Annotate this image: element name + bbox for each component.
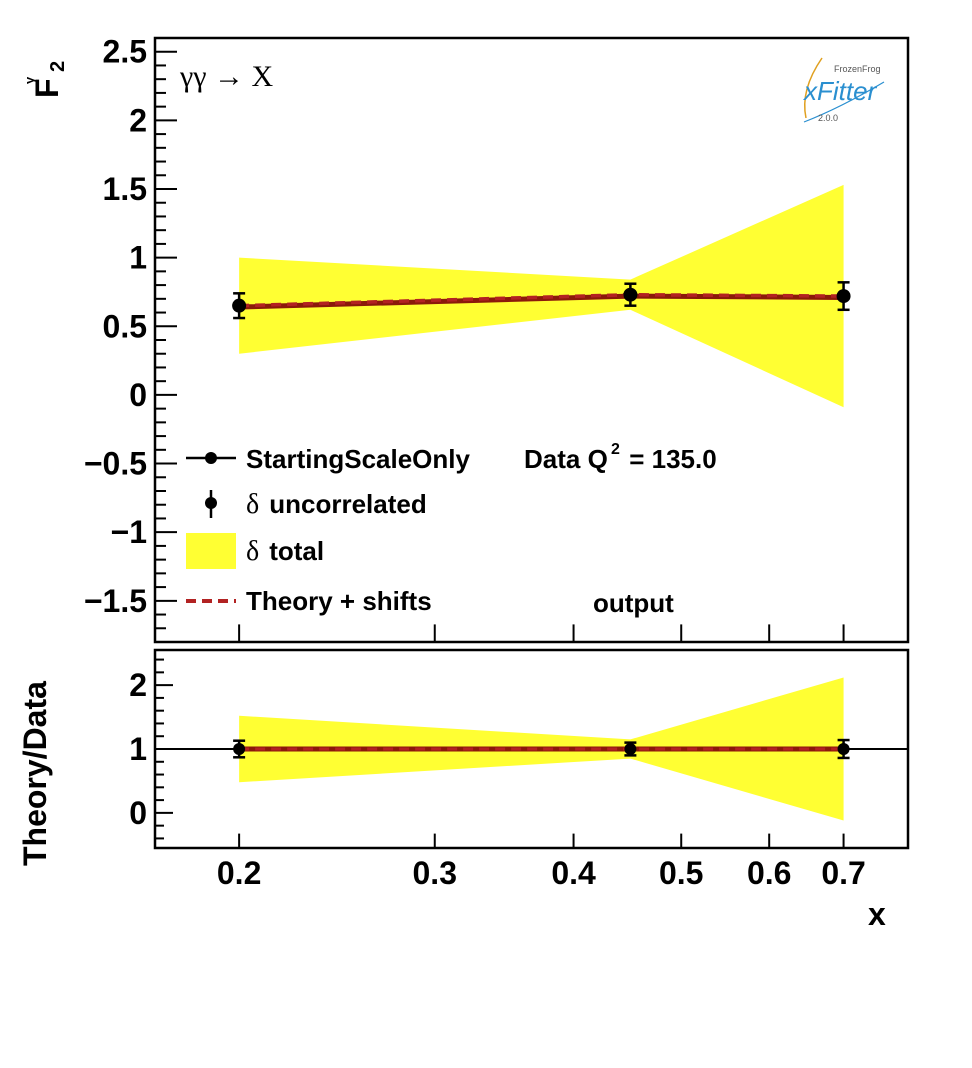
legend-uncorrelated-marker-icon xyxy=(205,497,217,509)
ratio-data-point xyxy=(624,743,637,755)
ratio-y-tick-label: 1 xyxy=(129,731,147,767)
legend-item-series: StartingScaleOnly Data Q 2 = 135.0 xyxy=(186,441,717,474)
x-tick-labels: 0.2 0.3 0.4 0.5 0.6 0.7 xyxy=(217,855,866,891)
ratio-frame xyxy=(153,648,910,850)
x-tick-label: 0.5 xyxy=(659,855,703,891)
main-y-tick-label: 2.5 xyxy=(103,34,147,70)
ratio-data-point xyxy=(233,743,246,755)
legend-total-label: total xyxy=(262,536,324,566)
process-label: γγ → X xyxy=(179,60,274,93)
legend-data-value: = 135.0 xyxy=(622,444,717,474)
logo-arc-icon xyxy=(803,81,885,123)
main-data-point xyxy=(232,298,247,313)
logo-version-text: 2.0.0 xyxy=(818,113,838,123)
x-tick-label: 0.6 xyxy=(747,855,791,891)
output-label: output xyxy=(593,588,674,618)
x-tick-label: 0.7 xyxy=(821,855,865,891)
legend-item-shifts: Theory + shifts xyxy=(186,586,432,616)
legend-series-label: StartingScaleOnly xyxy=(246,444,470,474)
legend-data-label: Data Q xyxy=(524,444,608,474)
main-y-tick-label: −1 xyxy=(111,514,147,550)
x-tick-label: 0.3 xyxy=(413,855,457,891)
main-y-axis-title-sub: 2 xyxy=(47,61,69,72)
legend: StartingScaleOnly Data Q 2 = 135.0 δ unc… xyxy=(186,441,717,618)
legend-uncorrelated-symbol: δ xyxy=(246,489,259,520)
main-y-tick-label: −0.5 xyxy=(84,446,147,482)
main-data-point xyxy=(623,287,638,302)
xfitter-logo: FrozenFrog xFitter 2.0.0 xyxy=(802,57,885,123)
ratio-y-tick-label: 2 xyxy=(129,667,147,703)
main-data-points xyxy=(232,281,851,320)
main-y-axis-title-main: F xyxy=(29,78,65,98)
x-tick-label: 0.4 xyxy=(551,855,596,891)
main-y-tick-label: 0 xyxy=(129,377,147,413)
logo-swoosh-icon xyxy=(803,57,823,119)
main-data-point xyxy=(836,289,851,304)
ratio-y-tick-label: 0 xyxy=(129,795,147,831)
legend-uncorrelated-label: uncorrelated xyxy=(262,489,427,519)
legend-item-uncorrelated: δ uncorrelated xyxy=(205,489,427,520)
ratio-y-tick-labels: 0 1 2 xyxy=(129,667,147,831)
main-axis-ticks xyxy=(155,37,845,643)
ratio-data-point xyxy=(837,743,850,755)
main-y-tick-label: 2 xyxy=(129,102,147,138)
main-y-tick-label: 1.5 xyxy=(103,171,147,207)
ratio-data-points xyxy=(233,738,850,760)
legend-total-symbol: δ xyxy=(246,536,259,567)
main-y-tick-label: −1.5 xyxy=(84,583,147,619)
main-y-axis-title: F γ 2 xyxy=(22,61,69,98)
legend-band-swatch-icon xyxy=(186,533,236,569)
legend-series-marker-icon xyxy=(205,452,217,464)
x-axis-title: x xyxy=(868,896,886,932)
legend-data-label-sup: 2 xyxy=(611,441,620,458)
x-tick-label: 0.2 xyxy=(217,855,261,891)
main-y-tick-label: 0.5 xyxy=(103,308,147,344)
legend-item-total: δ total xyxy=(186,533,324,569)
main-y-axis-title-sup: γ xyxy=(22,76,37,84)
logo-main-text: xFitter xyxy=(802,76,878,106)
ratio-y-axis-title: Theory/Data xyxy=(17,681,53,866)
main-frame xyxy=(153,36,910,644)
main-y-tick-labels: −1.5 −1 −0.5 0 0.5 1 1.5 2 2.5 xyxy=(84,34,147,619)
legend-shifts-label: Theory + shifts xyxy=(246,586,432,616)
main-y-tick-label: 1 xyxy=(129,240,147,276)
logo-top-text: FrozenFrog xyxy=(834,64,881,74)
